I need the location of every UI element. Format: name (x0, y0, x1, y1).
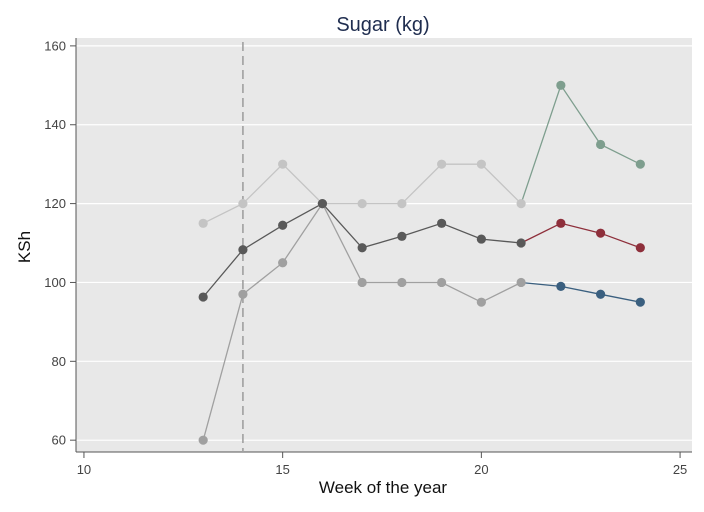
data-point (357, 199, 367, 209)
data-point (278, 159, 288, 169)
x-axis-label: Week of the year (319, 478, 448, 497)
y-tick-label: 60 (52, 433, 66, 448)
series-points (198, 80, 645, 445)
y-axis-label: KSh (15, 231, 34, 263)
x-axis-ticks: 10 15 20 25 (77, 452, 687, 477)
data-point (516, 277, 526, 288)
data-point (635, 243, 645, 253)
data-point (556, 281, 566, 291)
x-tick-label: 20 (474, 462, 488, 477)
data-point (437, 218, 447, 228)
data-point (556, 218, 566, 228)
data-point (238, 199, 248, 209)
data-point (476, 297, 486, 307)
data-point (357, 277, 367, 288)
data-point (397, 199, 407, 209)
data-point (635, 159, 645, 169)
data-point (278, 220, 288, 230)
series-line-1 (520, 83, 641, 204)
data-point (516, 199, 526, 209)
chart-title: Sugar (kg) (336, 14, 429, 36)
y-tick-label: 100 (44, 275, 66, 290)
data-point (397, 277, 407, 288)
data-point (476, 159, 486, 169)
data-point (198, 435, 208, 445)
data-point (317, 199, 327, 209)
data-point (278, 258, 288, 268)
data-point (476, 234, 486, 244)
series-line-3 (521, 281, 641, 303)
data-point (198, 292, 208, 302)
y-axis-ticks: 60 80 100 120 140 160 (44, 38, 76, 448)
y-tick-label: 80 (52, 354, 66, 369)
x-tick-label: 25 (673, 462, 687, 477)
data-point (397, 231, 407, 241)
data-point (595, 139, 606, 150)
data-point (238, 289, 248, 299)
data-point (198, 218, 208, 228)
y-tick-label: 120 (44, 196, 66, 211)
data-point (635, 297, 645, 307)
data-point (357, 243, 367, 253)
data-point (437, 159, 447, 169)
y-tick-label: 160 (44, 38, 66, 53)
data-point (595, 289, 606, 299)
x-tick-label: 15 (275, 462, 289, 477)
data-point (516, 238, 526, 248)
data-point (238, 245, 248, 255)
data-point (595, 228, 606, 238)
series-line-5 (520, 222, 641, 249)
y-tick-label: 140 (44, 117, 66, 132)
data-point (437, 277, 447, 288)
data-point (556, 80, 566, 90)
axes (75, 38, 692, 453)
plot-area (76, 38, 692, 452)
x-tick-label: 10 (77, 462, 91, 477)
